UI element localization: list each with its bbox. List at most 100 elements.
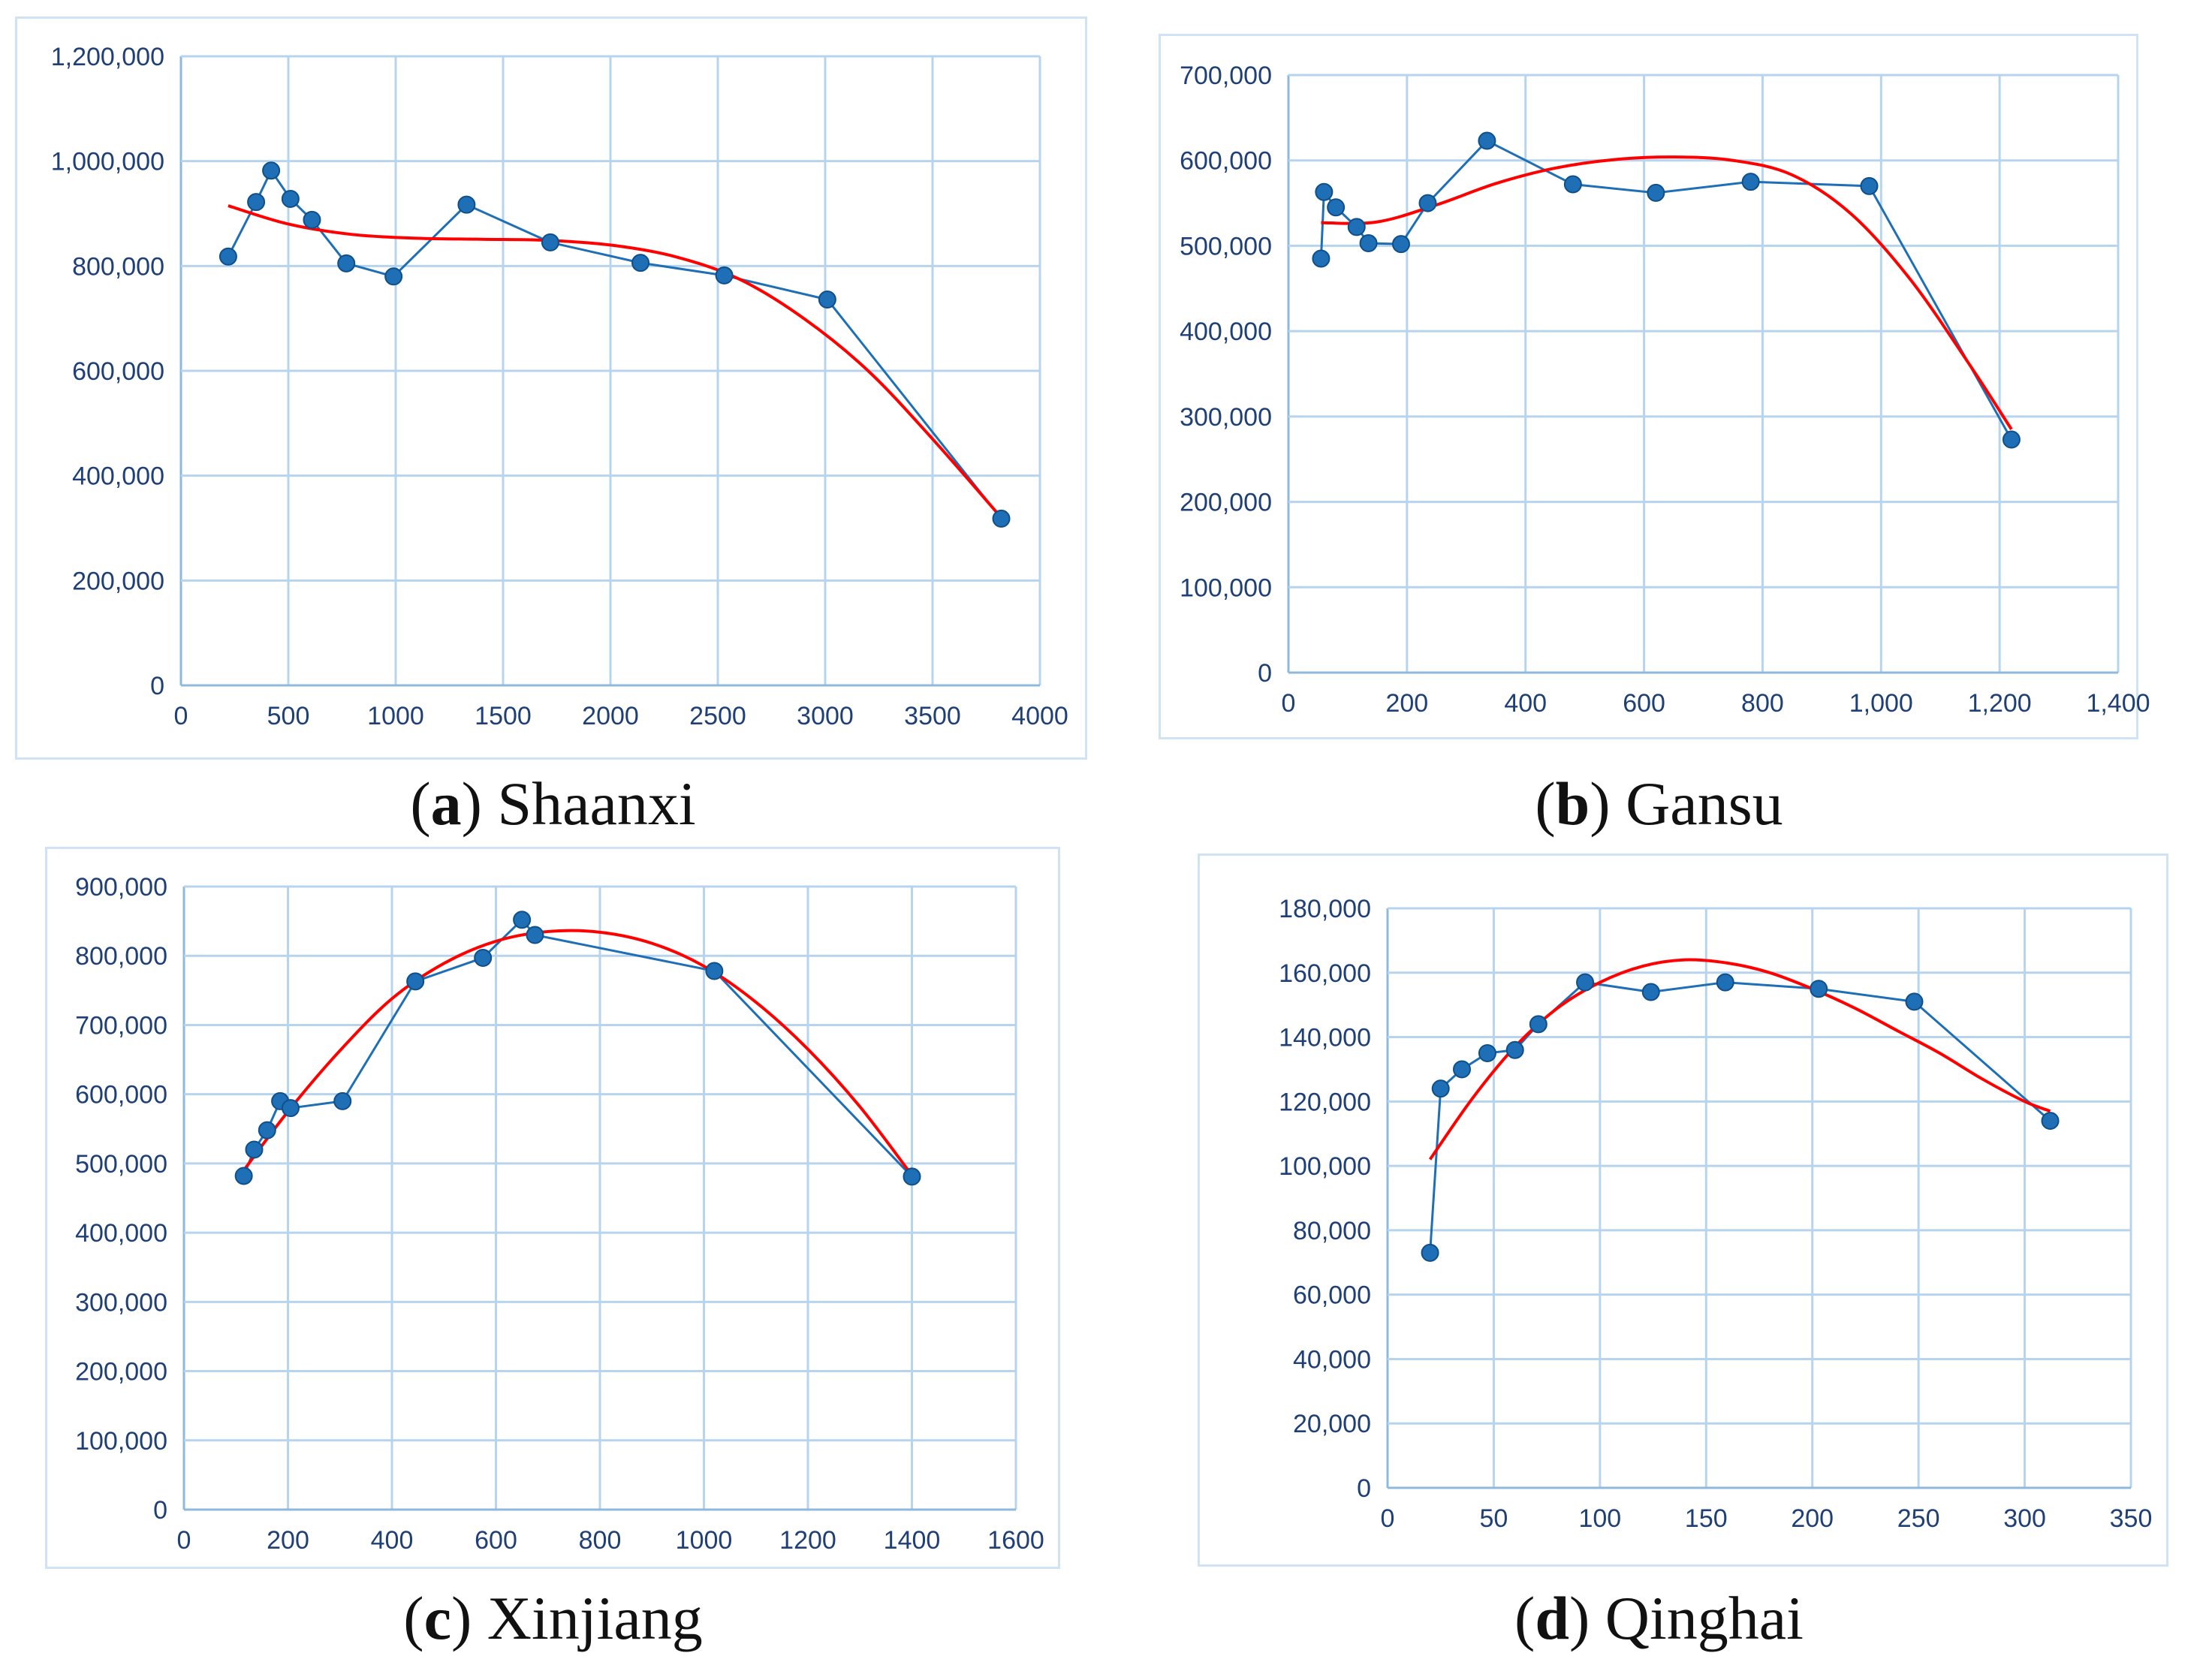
y-tick-label: 600,000 [1180, 147, 1272, 176]
y-tick-label: 400,000 [75, 1219, 167, 1248]
x-tick-label: 200 [1385, 689, 1428, 718]
data-point [1315, 182, 1334, 201]
x-tick-label: 1400 [884, 1526, 941, 1555]
x-tick-label: 800 [579, 1526, 622, 1555]
data-point [1905, 992, 1924, 1011]
data-point [1431, 1079, 1450, 1098]
y-tick-label: 800,000 [75, 942, 167, 971]
data-point [1810, 980, 1828, 998]
data-point [1716, 973, 1734, 992]
data-point [818, 291, 836, 309]
chart-d: 0 50 100 150 200 250 300 350 0 20,000 40,000 60,000… [1279, 895, 2153, 1533]
data-point [245, 1140, 264, 1159]
chart-frame-c: 0 200 400 600 800 1000 1200 1400 1600 0 100,000 200… [45, 847, 1060, 1569]
chart-frame-a: 0 500 1000 1500 2000 2500 3000 3500 4000 0 200,000… [15, 17, 1087, 760]
x-tick-label: 3500 [904, 702, 961, 730]
x-tick-label: 0 [1381, 1504, 1395, 1533]
y-tick-label: 0 [153, 1496, 167, 1525]
data-point [281, 1099, 300, 1118]
y-tick-label: 800,000 [72, 252, 164, 281]
x-tick-label: 200 [1791, 1504, 1834, 1533]
x-tick-label: 300 [2003, 1504, 2046, 1533]
x-tick-label: 1,400 [2086, 689, 2150, 718]
data-point [2041, 1112, 2060, 1131]
data-point [1647, 183, 1665, 202]
y-tick-label: 0 [150, 672, 164, 700]
data-point [1576, 973, 1595, 992]
y-tick-label: 600,000 [75, 1081, 167, 1109]
x-tick-label: 400 [1504, 689, 1547, 718]
x-tick-label: 3000 [797, 702, 854, 730]
data-point [2002, 430, 2021, 449]
x-tick-label: 200 [267, 1526, 309, 1555]
x-tick-label: 1,000 [1849, 689, 1913, 718]
x-tick-label: 350 [2110, 1504, 2153, 1533]
y-tick-label: 600,000 [72, 357, 164, 386]
x-tick-label: 250 [1897, 1504, 1940, 1533]
y-tick-label: 20,000 [1293, 1410, 1371, 1438]
fit-curve [1321, 155, 2013, 431]
panel-d: 0 50 100 150 200 250 300 350 0 20,000 40,000 60,000… [1106, 837, 2212, 1674]
data-point [992, 509, 1011, 528]
data-point [1421, 1243, 1439, 1262]
y-tick-label: 60,000 [1293, 1281, 1371, 1310]
observed-series-line [1429, 981, 2051, 1254]
data-point [218, 247, 237, 266]
data-point [1347, 218, 1366, 236]
panel-a: 0 500 1000 1500 2000 2500 3000 3500 4000 0 200,000… [0, 0, 1106, 837]
data-point [541, 233, 559, 251]
caption-c: (c) Xinjiang [403, 1584, 703, 1652]
observed-series-line [227, 168, 1002, 519]
panel-c: 0 200 400 600 800 1000 1200 1400 1600 0 100,000 200… [0, 837, 1106, 1674]
x-tick-label: 1600 [987, 1526, 1044, 1555]
y-tick-label: 120,000 [1279, 1088, 1371, 1116]
x-tick-label: 400 [371, 1526, 414, 1555]
y-tick-label: 500,000 [75, 1150, 167, 1179]
data-point [234, 1167, 253, 1185]
data-point [384, 267, 403, 286]
y-tick-label: 40,000 [1293, 1345, 1371, 1374]
x-tick-label: 2000 [582, 702, 639, 730]
data-point [1391, 235, 1410, 254]
x-tick-label: 1500 [475, 702, 532, 730]
y-tick-label: 200,000 [75, 1358, 167, 1386]
data-point [903, 1167, 921, 1186]
data-point [457, 195, 476, 214]
y-tick-label: 140,000 [1279, 1024, 1371, 1052]
y-tick-label: 80,000 [1293, 1217, 1371, 1245]
data-point [1418, 194, 1437, 212]
fit-curve [228, 204, 1003, 519]
y-tick-label: 180,000 [1279, 895, 1371, 923]
y-tick-label: 100,000 [1180, 574, 1272, 602]
y-tick-label: 300,000 [75, 1288, 167, 1317]
y-tick-label: 400,000 [1180, 318, 1272, 346]
data-point [1505, 1040, 1524, 1059]
x-tick-label: 2500 [689, 702, 746, 730]
fit-curve [1428, 958, 2051, 1161]
data-point [1478, 1044, 1496, 1062]
data-point [1327, 198, 1346, 217]
x-tick-label: 800 [1741, 689, 1784, 718]
data-point [303, 210, 321, 229]
caption-title-a: Shaanxi [497, 769, 696, 838]
data-point [333, 1091, 352, 1110]
y-tick-label: 200,000 [1180, 489, 1272, 517]
data-point [281, 189, 300, 208]
y-tick-label: 0 [1357, 1474, 1371, 1503]
y-tick-label: 200,000 [72, 567, 164, 595]
chart-frame-b: 0 200 400 600 800 1,000 1,200 1,400 0 100,000 200,… [1159, 34, 2150, 739]
y-tick-label: 1,200,000 [51, 43, 164, 71]
data-point [1359, 234, 1378, 253]
data-point [1641, 983, 1660, 1001]
data-point [337, 254, 356, 272]
data-point [406, 972, 425, 991]
data-point [1741, 173, 1760, 191]
data-point [631, 254, 650, 272]
caption-b: (b) Gansu [1535, 769, 1783, 838]
caption-letter-b: b [1555, 769, 1590, 838]
caption-letter-d: d [1535, 1584, 1569, 1652]
caption-d: (d) Qinghai [1514, 1584, 1804, 1652]
y-tick-label: 500,000 [1180, 232, 1272, 260]
y-tick-label: 700,000 [75, 1011, 167, 1040]
x-tick-label: 0 [174, 702, 188, 730]
